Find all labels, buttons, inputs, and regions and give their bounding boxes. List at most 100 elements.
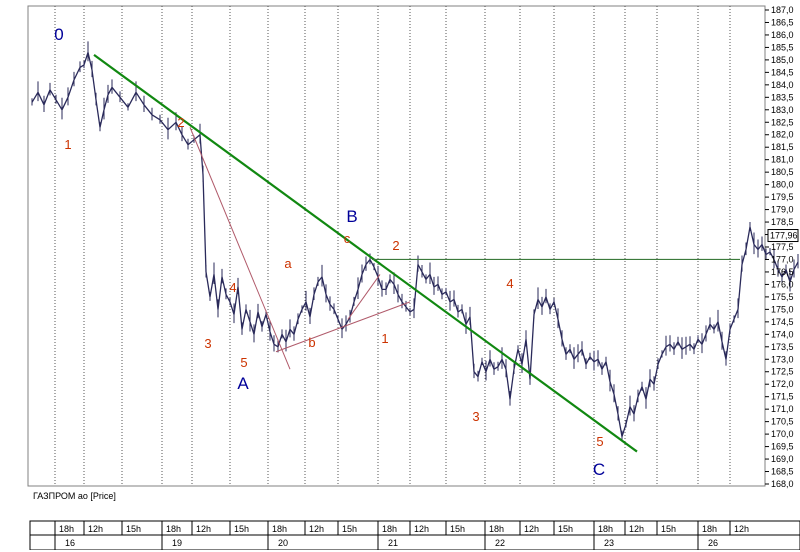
y-tick-label: 174,5 (771, 317, 794, 327)
x-tick-label: 12h (734, 524, 749, 534)
day-label: 22 (495, 538, 505, 548)
wave-label-2: 2 (177, 115, 184, 130)
x-tick-label: 15h (558, 524, 573, 534)
x-tick-label: 12h (309, 524, 324, 534)
y-tick-label: 168,5 (771, 467, 794, 477)
x-tick-label: 15h (450, 524, 465, 534)
y-tick-label: 170,5 (771, 417, 794, 427)
y-tick-label: 185,0 (771, 55, 794, 65)
wave-label-4: 4 (506, 276, 513, 291)
x-tick-label: 15h (342, 524, 357, 534)
legend-strip (0, 489, 800, 501)
plot-frame (27, 5, 766, 487)
y-tick-label: 169,0 (771, 454, 794, 464)
y-tick-label: 173,0 (771, 354, 794, 364)
y-tick-label: 174,0 (771, 329, 794, 339)
last-value-box (767, 229, 799, 243)
x-tick-label: 18h (59, 524, 74, 534)
day-label: 16 (65, 538, 75, 548)
wave-label-3: 3 (204, 336, 211, 351)
y-tick-label: 169,5 (771, 442, 794, 452)
y-tick-label: 172,5 (771, 367, 794, 377)
x-tick-label: 15h (661, 524, 676, 534)
wave-label-4: 4 (229, 280, 236, 295)
x-tick-label: 12h (524, 524, 539, 534)
y-tick-label: 172,0 (771, 379, 794, 389)
grid (27, 5, 766, 487)
wave-label-b: b (308, 335, 315, 350)
x-tick-label: 12h (629, 524, 644, 534)
y-tick-label: 181,5 (771, 142, 794, 152)
day-label: 21 (388, 538, 398, 548)
y-tick-label: 180,0 (771, 180, 794, 190)
day-label: 23 (604, 538, 614, 548)
wave-labels: 0 1 2 3 4 5 Aa b Bc 1 2 3 4 5 C (54, 25, 605, 479)
x-tick-label: 18h (272, 524, 287, 534)
x-tick-label: 18h (489, 524, 504, 534)
annotation-lines (93, 54, 740, 453)
y-tick-label: 176,0 (771, 279, 794, 289)
channel-line-1 (275, 301, 411, 353)
y-tick-label: 181,0 (771, 155, 794, 165)
day-label: 19 (172, 538, 182, 548)
wave-label-a: a (284, 256, 292, 271)
y-tick-label: 176,5 (771, 267, 794, 277)
y-tick-label: 175,0 (771, 304, 794, 314)
downtrend-line (93, 54, 638, 453)
day-label: 20 (278, 538, 288, 548)
y-tick-label: 175,5 (771, 292, 794, 302)
x-axis: 18h 12h 15h 18h 12h 15h 18h 12h 15h 18h 12h 15h 18h 1… (0, 489, 800, 551)
wave-label-3: 3 (472, 409, 479, 424)
y-tick-label: 177,0 (771, 254, 794, 264)
x-tick-label: 18h (702, 524, 717, 534)
y-tick-label: 173,5 (771, 342, 794, 352)
wave-label-1: 1 (64, 137, 71, 152)
y-tick-label: 183,5 (771, 92, 794, 102)
y-tick-label: 168,0 (771, 479, 794, 489)
y-tick-label: 186,0 (771, 30, 794, 40)
wave-label-A: A (237, 374, 249, 393)
wave-label-1: 1 (381, 331, 388, 346)
y-tick-label: 171,5 (771, 392, 794, 402)
channel-line-0 (189, 127, 291, 370)
x-tick-label: 12h (196, 524, 211, 534)
x-tick-label: 18h (598, 524, 613, 534)
x-tick-label: 18h (382, 524, 397, 534)
y-tick-label: 182,0 (771, 130, 794, 140)
x-tick-label: 15h (126, 524, 141, 534)
wave-label-B: B (346, 207, 357, 226)
y-tick-label: 183,0 (771, 105, 794, 115)
wave-label-c: c (344, 231, 351, 246)
channel-line-2 (347, 274, 381, 320)
wave-label-5: 5 (596, 434, 603, 449)
y-tick-label: 184,0 (771, 80, 794, 90)
wave-label-5: 5 (240, 355, 247, 370)
y-tick-label: 170,0 (771, 429, 794, 439)
y-tick-label: 171,0 (771, 404, 794, 414)
y-tick-label: 187,0 (771, 5, 794, 15)
y-tick-label: 185,5 (771, 42, 794, 52)
x-tick-label: 15h (234, 524, 249, 534)
y-tick-label: 184,5 (771, 67, 794, 77)
y-tick-label: 179,0 (771, 205, 794, 215)
y-tick-label: 182,5 (771, 117, 794, 127)
y-axis: 187,0 186,5 186,0 185,5 185,0 184,5 184,0 183,5… (765, 5, 799, 489)
y-tick-label: 180,5 (771, 167, 794, 177)
wave-label-2: 2 (392, 238, 399, 253)
y-tick-label: 186,5 (771, 17, 794, 27)
y-tick-label: 177,5 (771, 242, 794, 252)
y-tick-label: 178,5 (771, 217, 794, 227)
x-tick-label: 12h (88, 524, 103, 534)
x-tick-label: 12h (414, 524, 429, 534)
y-tick-label: 179,5 (771, 192, 794, 202)
last-value-label: 177,96 (770, 231, 798, 241)
x-tick-label: 18h (166, 524, 181, 534)
series-label: ГАЗПРОМ ао [Price] (33, 491, 116, 501)
price-series (31, 41, 799, 442)
day-label: 26 (708, 538, 718, 548)
wave-label-C: C (593, 460, 605, 479)
wave-label-0: 0 (54, 25, 63, 44)
